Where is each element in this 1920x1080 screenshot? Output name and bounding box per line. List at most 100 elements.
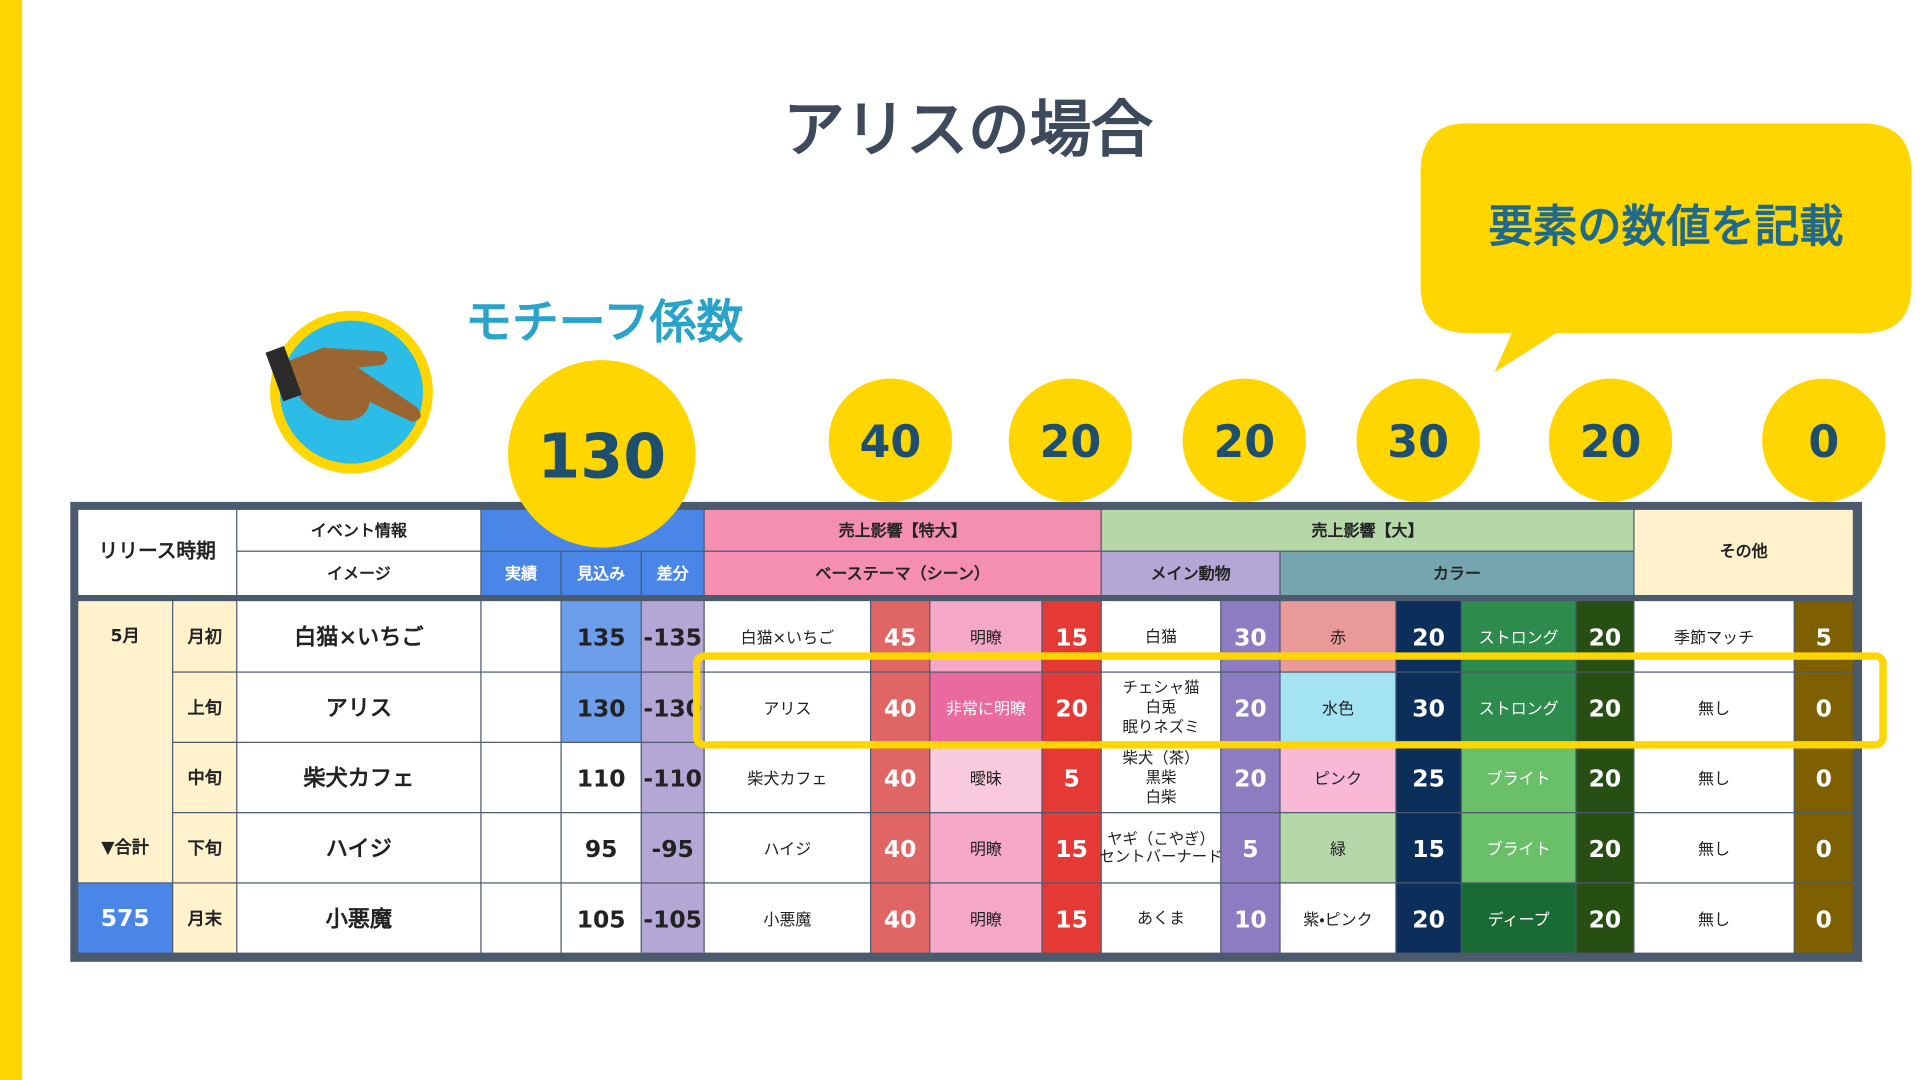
table-cell — [481, 601, 561, 672]
table-cell — [704, 509, 1101, 551]
header-text: メイン動物 — [1151, 564, 1231, 583]
header-text: 売上影響【特大】 — [839, 521, 967, 540]
table-cell — [237, 883, 481, 953]
cell-text: 小悪魔 — [763, 910, 811, 929]
table-cell — [1461, 742, 1576, 813]
cell-text: 20 — [1412, 905, 1445, 933]
table-cell — [1396, 672, 1461, 742]
table-cell — [641, 813, 704, 883]
table-cell — [1221, 883, 1280, 953]
cell-text: 0 — [1816, 765, 1832, 793]
table-cell — [1634, 742, 1794, 813]
cell-text: 20 — [1589, 765, 1622, 793]
table-cell — [1461, 672, 1576, 742]
table-cell — [1576, 813, 1634, 883]
badge — [1356, 378, 1480, 502]
cell-text: 白柴 — [1146, 788, 1177, 806]
header-text: ベーステーマ（シーン） — [815, 564, 990, 583]
cell-text: 135 — [577, 624, 626, 652]
cell-text: 月初 — [186, 627, 222, 648]
cell-text: 柴犬カフェ — [302, 766, 414, 792]
cell-text: 110 — [577, 765, 626, 793]
table-cell — [930, 813, 1042, 883]
table-cell — [1280, 813, 1396, 883]
badges: 130 40 20 20 30 20 0 — [508, 360, 1886, 548]
table-cell — [481, 883, 561, 953]
title: アリスの場合 — [783, 93, 1153, 165]
table-cell — [1634, 883, 1794, 953]
table-cell — [481, 813, 561, 883]
table-cell — [704, 551, 1101, 595]
table-cell — [1280, 742, 1396, 813]
table-cell — [704, 742, 870, 813]
table-cell — [173, 601, 237, 672]
header-text: リリース時期 — [99, 540, 216, 563]
callout-text: 要素の数値を記載 — [1488, 201, 1843, 252]
table-cell — [704, 672, 870, 742]
cell-text: ハイジ — [763, 840, 811, 859]
table-cell — [1221, 672, 1280, 742]
cell-text: ブライト — [1487, 840, 1551, 859]
header-text: イメージ — [327, 564, 391, 583]
badge — [508, 360, 696, 548]
cell-text: 柴犬（茶） — [1122, 749, 1199, 767]
table-cell — [237, 551, 481, 595]
table-cell — [871, 883, 930, 953]
cell-text: 眠りネズミ — [1122, 718, 1199, 736]
table-cell — [1101, 551, 1280, 595]
table-cell — [561, 672, 641, 742]
cell-text: 15 — [1412, 835, 1445, 863]
cell-text: 20 — [1589, 905, 1622, 933]
cell-text: 40 — [884, 835, 917, 863]
cell-text: 下旬 — [187, 838, 222, 859]
table-cell — [237, 742, 481, 813]
cell-text: 5月 — [111, 626, 140, 646]
cell-text: 5 — [1063, 765, 1079, 793]
table-cell — [1396, 813, 1461, 883]
table-cell — [1396, 883, 1461, 953]
cell-text: 15 — [1055, 624, 1088, 652]
cell-text: 柴犬カフェ — [747, 769, 827, 788]
cell-text: ディープ — [1488, 910, 1550, 929]
table-cell — [1101, 742, 1221, 813]
table-cell — [78, 509, 237, 595]
table-cell — [871, 742, 930, 813]
table-cell — [1280, 551, 1634, 595]
header-text: 売上影響【大】 — [1311, 521, 1423, 540]
table-cell — [561, 883, 641, 953]
table-cell — [237, 672, 481, 742]
table-cell — [1280, 672, 1396, 742]
cell-text: 20 — [1589, 835, 1622, 863]
cell-text: ブライト — [1487, 769, 1551, 788]
pointing-hand-icon — [265, 310, 433, 474]
table-cell — [481, 672, 561, 742]
badge-value: 30 — [1387, 417, 1449, 468]
table-cell — [641, 601, 704, 672]
table-cell — [481, 551, 561, 595]
header-text: 実績 — [505, 564, 538, 583]
cell-text: ▼合計 — [101, 837, 150, 858]
cell-text: ヤギ（こやぎ） — [1107, 830, 1215, 848]
cell-text: 無し — [1698, 840, 1730, 859]
table-cell — [1576, 883, 1634, 953]
cell-text: 20 — [1234, 765, 1267, 793]
cell-text: 曖昧 — [970, 769, 1002, 788]
cell-text: 明瞭 — [970, 628, 1002, 647]
cell-text: 白猫×いちご — [294, 624, 424, 651]
highlight-row — [693, 652, 1887, 749]
table-cell — [1042, 742, 1101, 813]
table-cell — [1794, 742, 1853, 813]
badge — [1548, 378, 1673, 502]
table-cell — [1042, 672, 1101, 742]
badge — [1182, 378, 1306, 502]
cell-text: 赤 — [1330, 628, 1346, 647]
cell-text: -95 — [652, 835, 694, 863]
cell-text: 95 — [585, 835, 618, 863]
cell-text: 月末 — [186, 908, 222, 929]
cell-text: 40 — [884, 694, 917, 722]
cell-text: 無し — [1698, 699, 1730, 718]
table-cell — [561, 551, 641, 595]
table-cell — [704, 813, 870, 883]
